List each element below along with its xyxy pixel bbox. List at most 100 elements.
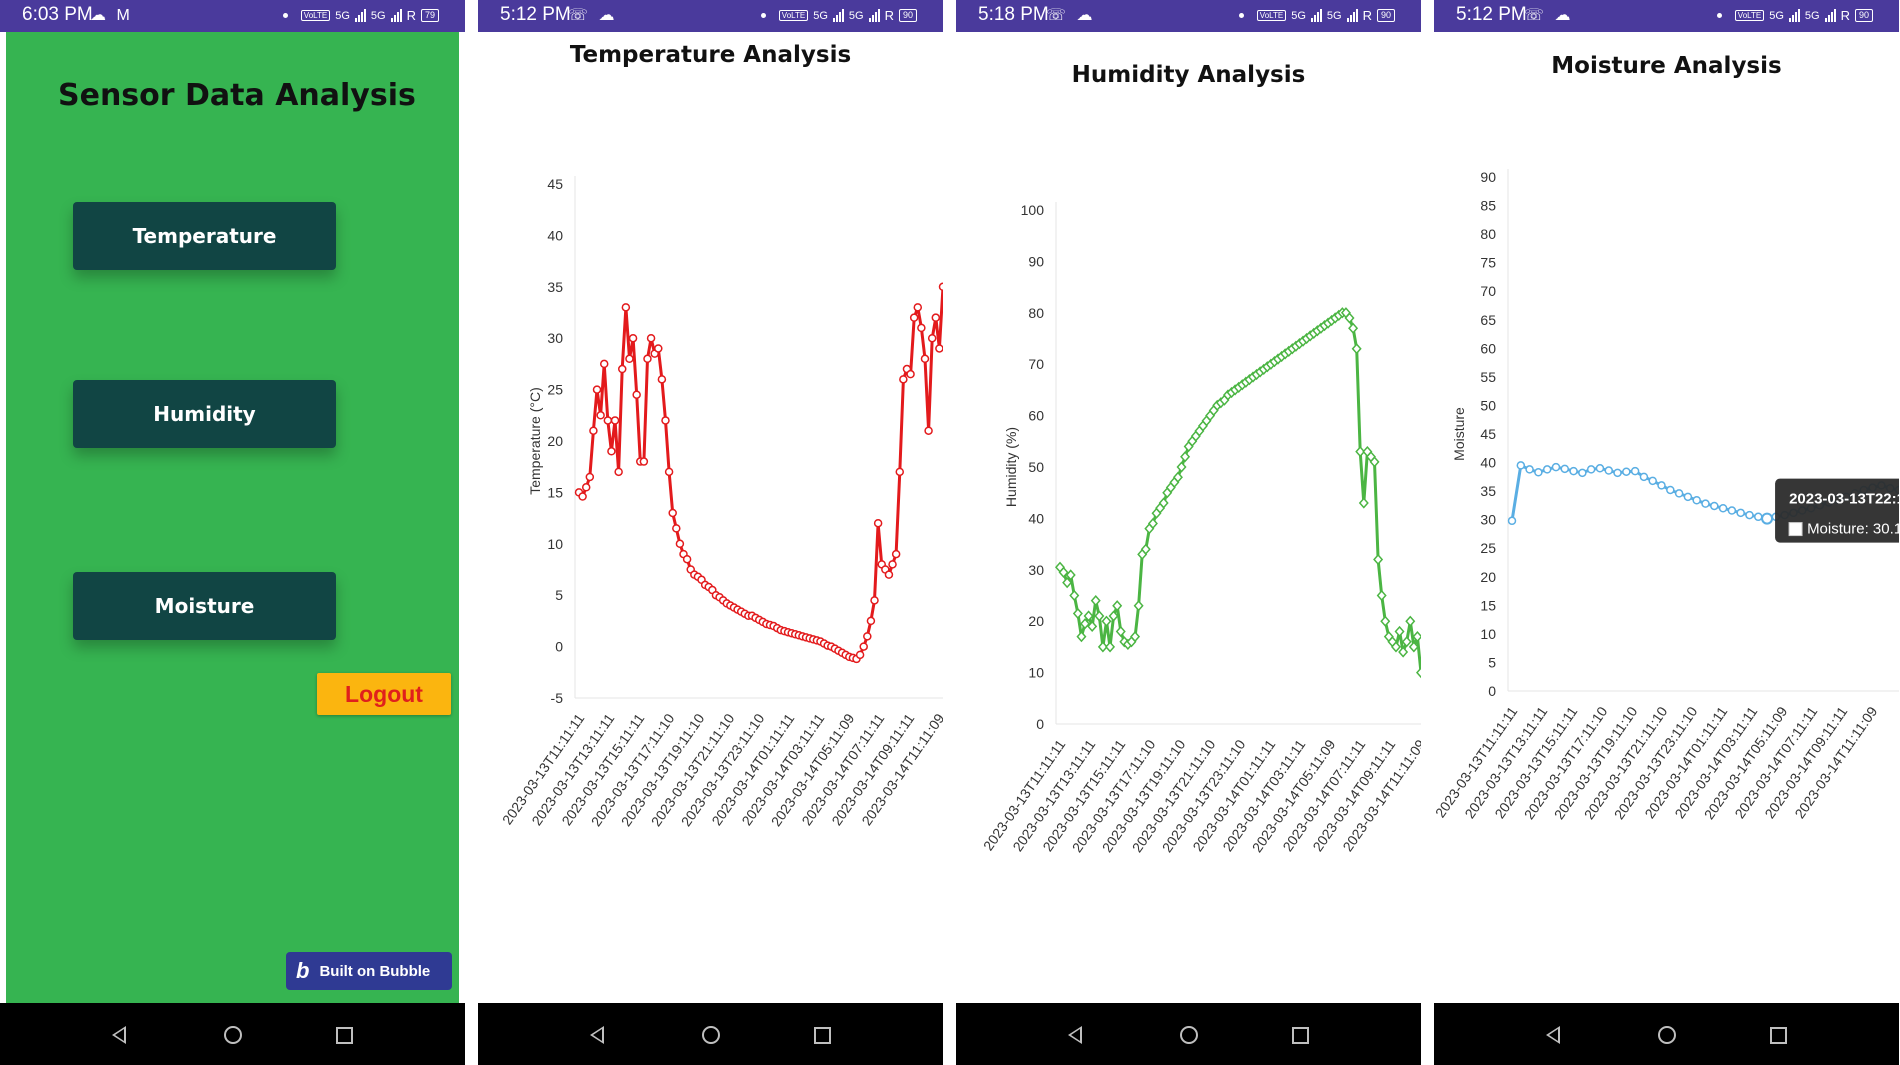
data-point[interactable] <box>1083 610 1094 622</box>
data-point[interactable] <box>1622 467 1631 476</box>
data-point[interactable] <box>661 416 670 425</box>
data-point[interactable] <box>1172 471 1183 483</box>
data-point[interactable] <box>1058 566 1069 578</box>
data-point[interactable] <box>870 596 879 605</box>
logout-button[interactable]: Logout <box>317 673 451 715</box>
data-point[interactable] <box>682 554 692 564</box>
data-point[interactable] <box>1569 466 1578 476</box>
data-point[interactable] <box>664 467 674 477</box>
data-point[interactable] <box>931 313 941 322</box>
data-point[interactable] <box>938 282 944 292</box>
data-point[interactable] <box>1648 476 1657 486</box>
data-point[interactable] <box>1542 465 1552 474</box>
data-point[interactable] <box>1692 495 1701 505</box>
data-point[interactable] <box>888 560 897 569</box>
data-point[interactable] <box>1408 641 1419 653</box>
data-point[interactable] <box>863 632 872 641</box>
data-point[interactable] <box>1147 517 1158 530</box>
back-icon[interactable] <box>1068 1026 1082 1044</box>
recents-icon[interactable] <box>1770 1027 1787 1044</box>
data-point[interactable] <box>1745 510 1754 520</box>
data-point[interactable] <box>1344 312 1355 324</box>
data-point[interactable] <box>668 508 677 518</box>
data-point[interactable] <box>1069 589 1080 602</box>
data-point[interactable] <box>1112 600 1123 612</box>
data-point[interactable] <box>927 333 937 343</box>
data-point[interactable] <box>884 570 894 579</box>
data-point[interactable] <box>672 524 681 533</box>
data-point[interactable] <box>628 333 638 343</box>
data-point[interactable] <box>589 426 598 435</box>
data-point[interactable] <box>1108 610 1119 622</box>
humidity-button[interactable]: Humidity <box>73 380 336 448</box>
data-point[interactable] <box>935 344 943 353</box>
recents-icon[interactable] <box>336 1027 353 1044</box>
data-point[interactable] <box>1369 456 1380 468</box>
data-point[interactable] <box>639 457 649 466</box>
hovered-point[interactable] <box>1761 512 1774 525</box>
data-point[interactable] <box>654 344 663 353</box>
data-point[interactable] <box>625 354 634 364</box>
data-point[interactable] <box>855 650 865 660</box>
data-point[interactable] <box>643 354 652 364</box>
data-point[interactable] <box>1097 641 1108 653</box>
data-point[interactable] <box>1551 462 1561 472</box>
data-point[interactable] <box>614 467 623 477</box>
data-point[interactable] <box>578 492 587 501</box>
data-point[interactable] <box>1412 630 1421 643</box>
data-point[interactable] <box>596 411 605 420</box>
data-point[interactable] <box>1398 646 1409 658</box>
data-point[interactable] <box>906 369 915 379</box>
data-point[interactable] <box>899 375 908 384</box>
data-point[interactable] <box>585 472 595 482</box>
data-point[interactable] <box>1373 553 1384 566</box>
data-point[interactable] <box>1380 615 1391 627</box>
data-point[interactable] <box>1415 666 1421 679</box>
data-point[interactable] <box>1534 468 1543 477</box>
data-point[interactable] <box>1578 468 1587 478</box>
home-icon[interactable] <box>1180 1026 1198 1044</box>
data-point[interactable] <box>1087 620 1098 632</box>
data-point[interactable] <box>1158 497 1169 509</box>
data-point[interactable] <box>873 518 883 528</box>
data-point[interactable] <box>1348 322 1359 334</box>
data-point[interactable] <box>1701 499 1710 508</box>
data-point[interactable] <box>1376 589 1387 602</box>
back-icon[interactable] <box>590 1026 604 1044</box>
data-point[interactable] <box>675 539 685 549</box>
data-point[interactable] <box>1630 466 1640 476</box>
temperature-button[interactable]: Temperature <box>73 202 336 270</box>
data-point[interactable] <box>1639 472 1649 482</box>
data-point[interactable] <box>1180 451 1191 463</box>
built-on-bubble-badge[interactable]: b Built on Bubble <box>286 952 452 990</box>
recents-icon[interactable] <box>1292 1027 1309 1044</box>
back-icon[interactable] <box>112 1026 126 1044</box>
data-point[interactable] <box>657 375 667 384</box>
data-point[interactable] <box>1355 445 1366 458</box>
data-point[interactable] <box>1101 615 1112 627</box>
data-point[interactable] <box>607 447 616 456</box>
data-point[interactable] <box>592 385 602 394</box>
data-point[interactable] <box>1560 464 1570 474</box>
data-point[interactable] <box>1507 516 1517 526</box>
data-point[interactable] <box>1076 630 1087 643</box>
data-point[interactable] <box>632 390 641 399</box>
data-point[interactable] <box>1351 343 1362 355</box>
data-point[interactable] <box>1718 503 1728 513</box>
data-point[interactable] <box>1683 492 1693 502</box>
data-point[interactable] <box>1613 468 1622 478</box>
data-point[interactable] <box>1094 610 1105 622</box>
moisture-button[interactable]: Moisture <box>73 572 336 640</box>
data-point[interactable] <box>610 416 620 425</box>
data-point[interactable] <box>1133 600 1144 612</box>
data-point[interactable] <box>1390 641 1401 653</box>
data-point[interactable] <box>1130 630 1141 643</box>
data-point[interactable] <box>1710 501 1719 511</box>
data-point[interactable] <box>1525 465 1534 474</box>
data-point[interactable] <box>1080 618 1091 630</box>
data-point[interactable] <box>1405 615 1416 627</box>
data-point[interactable] <box>1072 607 1083 620</box>
data-point[interactable] <box>1065 569 1076 581</box>
data-point[interactable] <box>913 303 923 312</box>
data-point[interactable] <box>617 364 627 374</box>
